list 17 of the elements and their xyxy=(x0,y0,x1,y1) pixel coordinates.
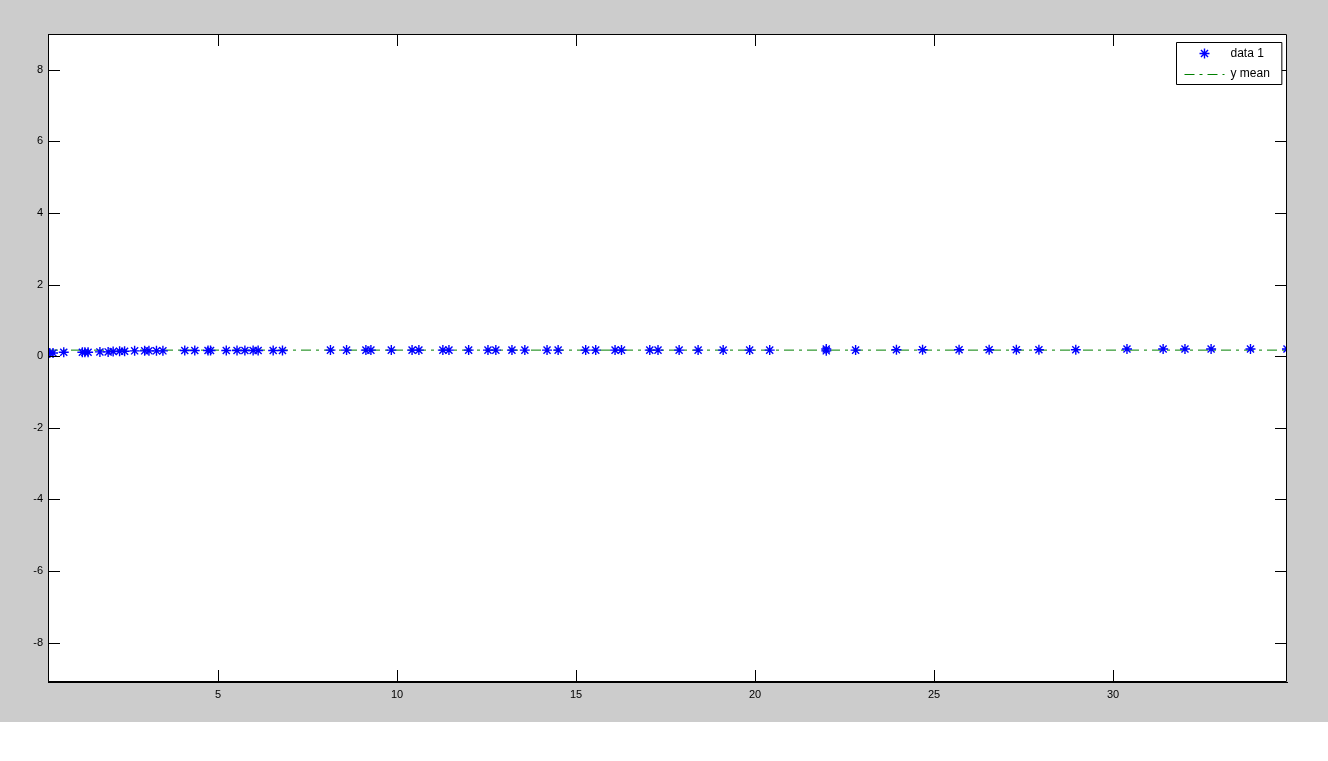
y-tick-label: -4 xyxy=(33,492,43,505)
y-tick-label: 4 xyxy=(36,206,43,219)
legend-label: data 1 xyxy=(1230,45,1265,60)
x-tick-label: 10 xyxy=(390,687,404,700)
y-tick-label: 0 xyxy=(36,349,43,362)
x-tick-label: 20 xyxy=(748,687,762,700)
legend-label: y mean xyxy=(1230,65,1270,80)
y-tick-label: 8 xyxy=(36,62,43,75)
y-tick-label: -2 xyxy=(33,420,43,433)
x-tick-label: 5 xyxy=(214,687,222,700)
y-tick-label: -6 xyxy=(33,564,43,577)
x-tick-label: 15 xyxy=(569,687,583,700)
y-tick-label: 6 xyxy=(36,134,43,147)
x-tick-label: 30 xyxy=(1106,687,1120,700)
x-tick-label: 25 xyxy=(927,687,941,700)
y-tick-label: -8 xyxy=(33,635,43,648)
y-tick-label: 2 xyxy=(36,277,43,290)
